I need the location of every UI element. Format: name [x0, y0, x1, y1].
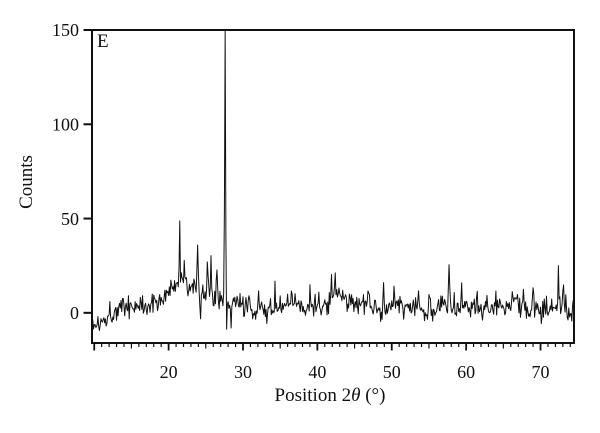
theta-symbol: θ	[351, 385, 361, 406]
xrd-trace	[92, 30, 574, 336]
plot-frame	[91, 29, 575, 344]
panel-label: E	[97, 31, 109, 52]
x-tick-label: 40	[308, 362, 326, 382]
y-tick-label: 0	[70, 303, 79, 323]
x-tick-label: 20	[160, 362, 178, 382]
trace-group	[92, 30, 574, 336]
x-tick-label: 50	[383, 362, 401, 382]
x-axis-title-text: Position 2	[274, 385, 352, 406]
y-axis-ticks: 0 50 100 150	[52, 20, 92, 323]
x-tick-label: 60	[457, 362, 475, 382]
y-tick-label: 50	[61, 209, 79, 229]
x-tick-label: 30	[234, 362, 252, 382]
y-axis-title: Counts	[16, 155, 37, 209]
y-tick-label: 150	[52, 20, 79, 40]
x-tick-label: 70	[532, 362, 550, 382]
x-axis-title-unit: (°)	[360, 385, 386, 406]
x-axis-title: Position 2θ (°)	[275, 385, 386, 407]
x-axis-ticks	[93, 343, 571, 351]
y-tick-label: 100	[52, 114, 79, 134]
x-axis-tick-labels: 20 30 40 50 60 70	[160, 362, 550, 382]
